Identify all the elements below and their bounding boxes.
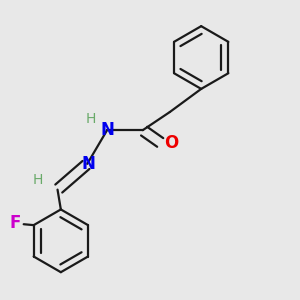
Text: O: O bbox=[164, 134, 178, 152]
Text: N: N bbox=[100, 121, 114, 139]
Text: H: H bbox=[32, 173, 43, 187]
Text: F: F bbox=[10, 214, 21, 232]
Text: H: H bbox=[85, 112, 96, 126]
Text: N: N bbox=[82, 155, 95, 173]
